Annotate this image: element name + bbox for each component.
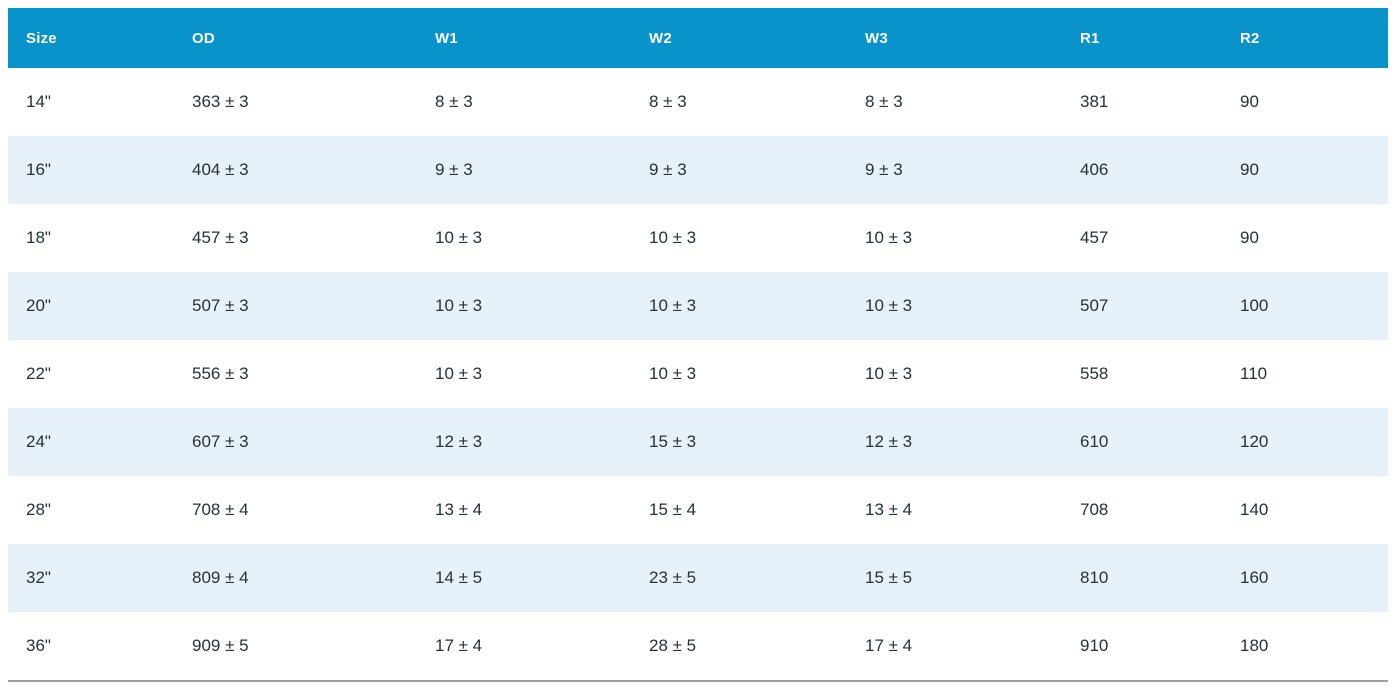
dimensions-spec-table: Size OD W1 W2 W3 R1 R2 14" 363 ± 3 8 ± 3 8 ± 3 8 ±… [8,8,1388,682]
cell-size: 18" [26,228,51,247]
cell-r1: 381 [1080,92,1109,111]
cell-r2: 140 [1240,500,1269,519]
cell-w1: 13 ± 4 [435,500,483,519]
column-header-od: OD [174,8,417,68]
cell-r1: 708 [1080,500,1109,519]
table-header: Size OD W1 W2 W3 R1 R2 [8,8,1388,68]
cell-w1: 10 ± 3 [435,296,483,315]
cell-r1: 457 [1080,228,1109,247]
cell-size: 24" [26,432,51,451]
table-row: 32" 809 ± 4 14 ± 5 23 ± 5 15 ± 5 810 160 [8,544,1388,612]
cell-size: 22" [26,364,51,383]
cell-r1: 910 [1080,636,1109,655]
column-header-size: Size [8,8,174,68]
cell-w3: 10 ± 3 [865,296,913,315]
cell-r2: 100 [1240,296,1269,315]
cell-size: 28" [26,500,51,519]
table-row: 28" 708 ± 4 13 ± 4 15 ± 4 13 ± 4 708 140 [8,476,1388,544]
cell-size: 16" [26,160,51,179]
cell-w2: 15 ± 3 [649,432,697,451]
cell-w1: 9 ± 3 [435,160,473,179]
column-header-r2: R2 [1222,8,1388,68]
cell-w2: 8 ± 3 [649,92,687,111]
cell-size: 14" [26,92,51,111]
cell-w3: 10 ± 3 [865,228,913,247]
cell-od: 909 ± 5 [192,636,249,655]
cell-w2: 10 ± 3 [649,364,697,383]
cell-w3: 12 ± 3 [865,432,913,451]
cell-w2: 23 ± 5 [649,568,697,587]
table-row: 14" 363 ± 3 8 ± 3 8 ± 3 8 ± 3 381 90 [8,68,1388,136]
column-header-w3: W3 [847,8,1062,68]
cell-w1: 12 ± 3 [435,432,483,451]
cell-w1: 8 ± 3 [435,92,473,111]
table-row: 24" 607 ± 3 12 ± 3 15 ± 3 12 ± 3 610 120 [8,408,1388,476]
cell-w3: 17 ± 4 [865,636,913,655]
cell-od: 607 ± 3 [192,432,249,451]
cell-r2: 160 [1240,568,1269,587]
column-header-r1: R1 [1062,8,1222,68]
cell-r2: 110 [1240,364,1268,383]
cell-w2: 10 ± 3 [649,296,697,315]
cell-r1: 507 [1080,296,1109,315]
cell-size: 20" [26,296,51,315]
cell-size: 32" [26,568,51,587]
cell-r2: 90 [1240,160,1259,179]
cell-od: 404 ± 3 [192,160,249,179]
cell-w1: 10 ± 3 [435,228,483,247]
cell-size: 36" [26,636,51,655]
table-row: 36" 909 ± 5 17 ± 4 28 ± 5 17 ± 4 910 180 [8,612,1388,681]
cell-od: 556 ± 3 [192,364,249,383]
cell-w3: 10 ± 3 [865,364,913,383]
cell-w1: 14 ± 5 [435,568,483,587]
column-header-w1: W1 [417,8,631,68]
cell-od: 363 ± 3 [192,92,249,111]
cell-w2: 15 ± 4 [649,500,697,519]
table-row: 16" 404 ± 3 9 ± 3 9 ± 3 9 ± 3 406 90 [8,136,1388,204]
column-header-w2: W2 [631,8,847,68]
cell-w1: 17 ± 4 [435,636,483,655]
cell-od: 809 ± 4 [192,568,249,587]
cell-w2: 10 ± 3 [649,228,697,247]
cell-w3: 9 ± 3 [865,160,903,179]
cell-w1: 10 ± 3 [435,364,483,383]
cell-r2: 180 [1240,636,1269,655]
table-row: 18" 457 ± 3 10 ± 3 10 ± 3 10 ± 3 457 90 [8,204,1388,272]
cell-r2: 90 [1240,228,1259,247]
table-row: 20" 507 ± 3 10 ± 3 10 ± 3 10 ± 3 507 100 [8,272,1388,340]
cell-r2: 90 [1240,92,1259,111]
cell-r2: 120 [1240,432,1269,451]
cell-w2: 28 ± 5 [649,636,697,655]
cell-r1: 406 [1080,160,1109,179]
cell-r1: 558 [1080,364,1109,383]
cell-r1: 610 [1080,432,1109,451]
cell-w3: 15 ± 5 [865,568,913,587]
cell-od: 708 ± 4 [192,500,249,519]
cell-w3: 8 ± 3 [865,92,903,111]
cell-w3: 13 ± 4 [865,500,913,519]
cell-od: 457 ± 3 [192,228,249,247]
cell-w2: 9 ± 3 [649,160,687,179]
table-body: 14" 363 ± 3 8 ± 3 8 ± 3 8 ± 3 381 90 16" 404 ± 3… [8,68,1388,681]
header-row: Size OD W1 W2 W3 R1 R2 [8,8,1388,68]
table-row: 22" 556 ± 3 10 ± 3 10 ± 3 10 ± 3 558 110 [8,340,1388,408]
cell-od: 507 ± 3 [192,296,249,315]
cell-r1: 810 [1080,568,1109,587]
